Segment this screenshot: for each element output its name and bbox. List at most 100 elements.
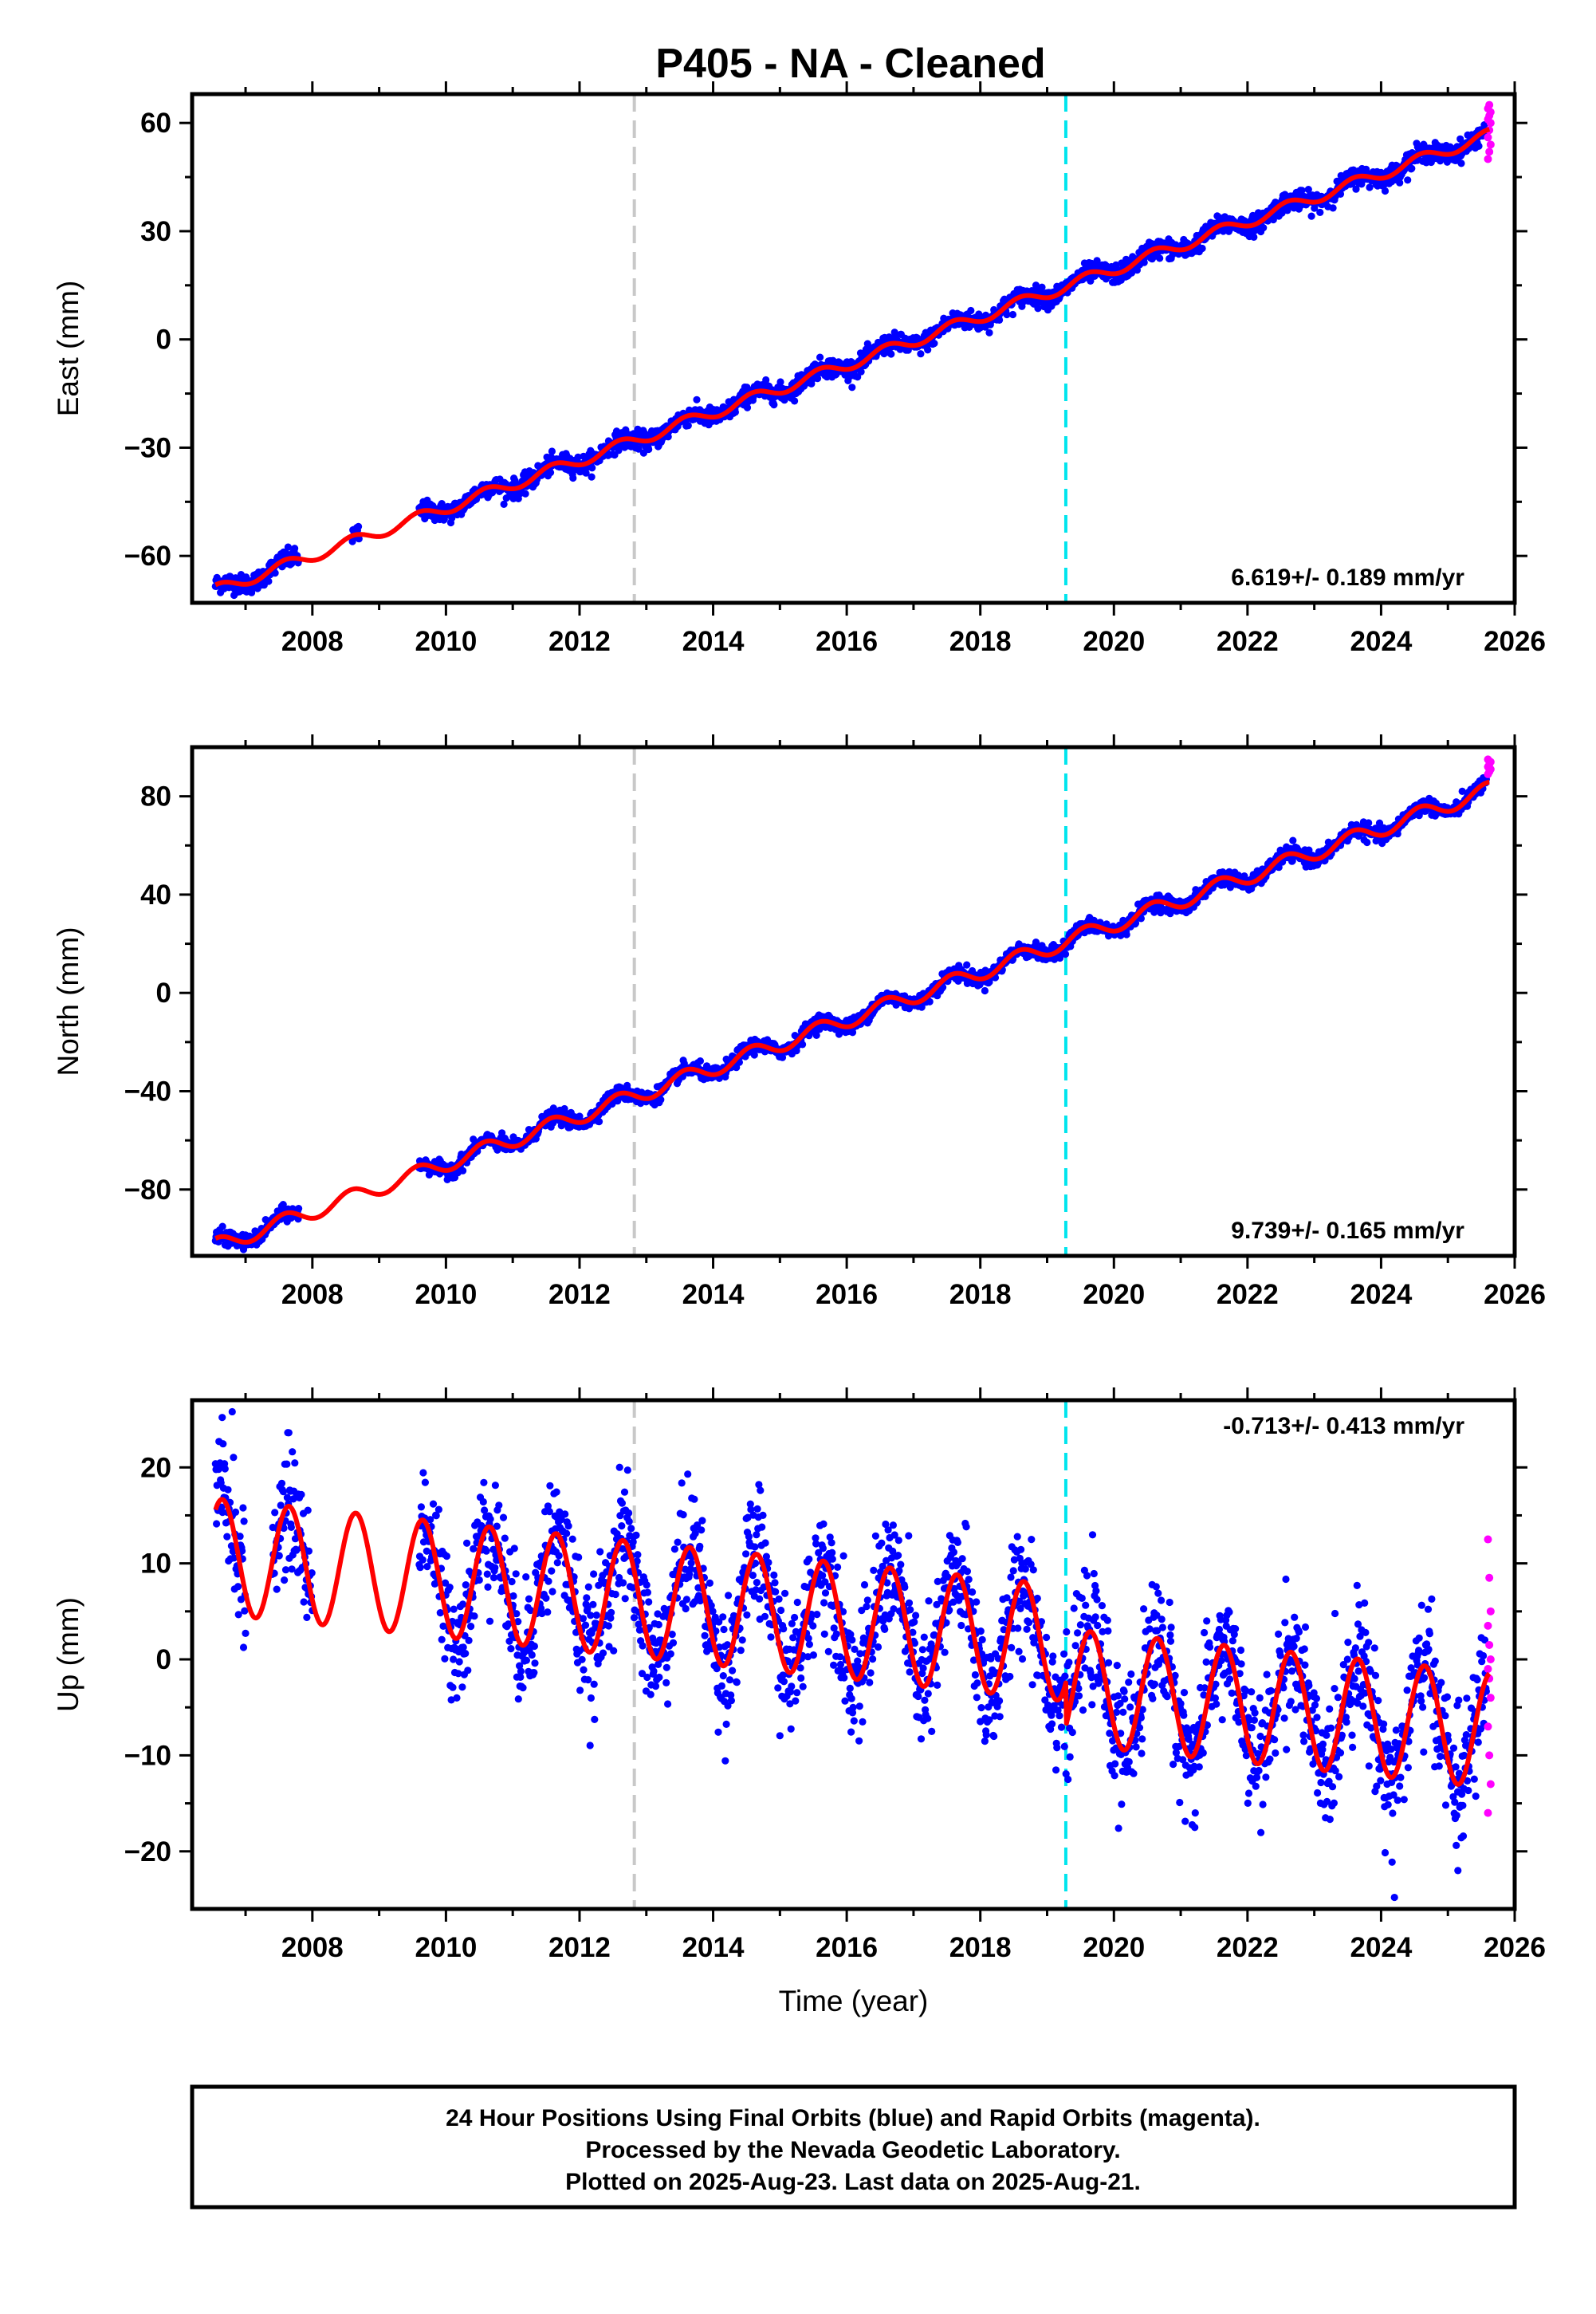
final-orbit-point — [287, 1523, 295, 1531]
final-orbit-point — [731, 408, 740, 416]
final-orbit-point — [434, 1505, 443, 1513]
x-tick-label: 2014 — [682, 626, 745, 657]
final-orbit-point — [816, 353, 824, 361]
final-orbit-point — [284, 543, 292, 551]
x-tick-label: 2018 — [949, 626, 1012, 657]
final-orbit-point — [799, 1041, 807, 1049]
final-orbit-point — [213, 1520, 221, 1528]
final-orbit-point — [223, 1533, 231, 1541]
y-tick-label: 40 — [140, 880, 171, 911]
final-orbit-point — [588, 473, 596, 481]
final-orbit-point — [770, 401, 778, 409]
plot-area — [211, 747, 1495, 1256]
final-orbit-point — [279, 1201, 287, 1209]
final-orbit-point — [924, 346, 932, 354]
final-orbit-series — [211, 1407, 1490, 1902]
final-orbit-point — [291, 1459, 299, 1467]
y-axis-title: East (mm) — [52, 281, 85, 417]
final-orbit-point — [1038, 283, 1046, 291]
final-orbit-point — [355, 522, 363, 531]
final-orbit-point — [291, 545, 299, 553]
final-orbit-point — [963, 961, 971, 969]
final-orbit-point — [231, 1508, 240, 1516]
final-orbit-point — [271, 569, 279, 577]
final-orbit-point — [230, 1454, 238, 1462]
final-orbit-point — [500, 500, 508, 509]
rapid-orbit-point — [1485, 100, 1494, 109]
x-tick-label: 2026 — [1484, 1279, 1546, 1310]
final-orbit-point — [1316, 208, 1324, 216]
final-orbit-point — [521, 490, 529, 498]
final-orbit-point — [295, 1205, 303, 1213]
panel-frame — [190, 745, 1517, 1258]
final-orbit-point — [1250, 233, 1258, 241]
final-orbit-point — [791, 397, 799, 405]
final-orbit-point — [693, 396, 701, 403]
final-orbit-point — [848, 384, 856, 392]
panel-frame — [190, 92, 1517, 605]
rapid-orbit-point — [1484, 755, 1492, 764]
final-orbit-point — [234, 1583, 242, 1591]
final-orbit-point — [438, 1635, 446, 1643]
x-tick-label: 2014 — [682, 1279, 745, 1310]
final-orbit-point — [275, 1552, 283, 1560]
final-orbit-point — [239, 1643, 248, 1651]
x-tick-label: 2016 — [816, 1279, 878, 1310]
final-orbit-point — [985, 329, 993, 336]
final-orbit-point — [1408, 164, 1416, 172]
final-orbit-point — [639, 449, 648, 457]
final-orbit-point — [750, 1051, 758, 1059]
final-orbit-point — [614, 1097, 622, 1105]
final-orbit-point — [1278, 209, 1286, 217]
final-orbit-point — [279, 1488, 287, 1496]
y-tick-label: −40 — [124, 1076, 171, 1107]
final-orbit-point — [1034, 305, 1042, 313]
final-orbit-point — [304, 1506, 312, 1514]
final-orbit-point — [1336, 190, 1345, 198]
final-orbit-point — [1396, 179, 1404, 187]
final-orbit-point — [438, 500, 446, 508]
final-orbit-point — [429, 1500, 438, 1508]
velocity-label: 9.739+/- 0.165 mm/yr — [1231, 1218, 1464, 1244]
x-tick-label: 2012 — [548, 1279, 611, 1310]
rapid-orbit-series — [1484, 100, 1495, 163]
y-tick-label: 0 — [156, 325, 171, 356]
final-orbit-point — [1198, 244, 1206, 253]
final-orbit-point — [996, 316, 1004, 324]
x-tick-label: 2022 — [1217, 1279, 1279, 1310]
x-tick-label: 2024 — [1350, 626, 1412, 657]
final-orbit-point — [1122, 931, 1130, 939]
final-orbit-point — [1127, 269, 1136, 277]
final-orbit-point — [281, 1576, 289, 1584]
velocity-label: 6.619+/- 0.189 mm/yr — [1231, 565, 1464, 591]
final-orbit-series — [211, 121, 1490, 600]
final-orbit-point — [416, 1564, 424, 1572]
x-tick-label: 2008 — [281, 626, 344, 657]
final-orbit-point — [887, 350, 895, 358]
final-orbit-point — [863, 340, 871, 348]
final-orbit-point — [1307, 212, 1315, 220]
final-orbit-point — [813, 375, 822, 383]
final-orbit-point — [1363, 838, 1371, 847]
final-orbit-point — [1298, 187, 1306, 195]
panel-north: 2008 2010 2012 2014 2016 2018 2020 2022 2024 2026… — [52, 734, 1546, 1310]
final-orbit-point — [696, 1057, 705, 1065]
final-orbit-point — [1008, 310, 1017, 319]
final-orbit-point — [1289, 836, 1297, 844]
final-orbit-point — [1304, 186, 1312, 194]
final-orbit-point — [297, 1490, 305, 1498]
final-orbit-point — [1260, 224, 1268, 232]
y-tick-label: −30 — [124, 432, 171, 463]
panel-up: 2008 2010 2012 2014 2016 2018 2020 2022 2024 2026… — [52, 1387, 1546, 2017]
final-orbit-point — [273, 1585, 281, 1593]
final-orbit-point — [546, 469, 555, 477]
final-orbit-point — [569, 474, 577, 482]
final-orbit-point — [1381, 187, 1390, 195]
final-orbit-point — [854, 373, 862, 381]
final-orbit-point — [498, 1129, 506, 1137]
final-orbit-point — [1366, 183, 1374, 191]
final-orbit-point — [917, 350, 925, 358]
x-tick-label: 2020 — [1083, 626, 1145, 657]
final-orbit-point — [240, 1517, 248, 1525]
